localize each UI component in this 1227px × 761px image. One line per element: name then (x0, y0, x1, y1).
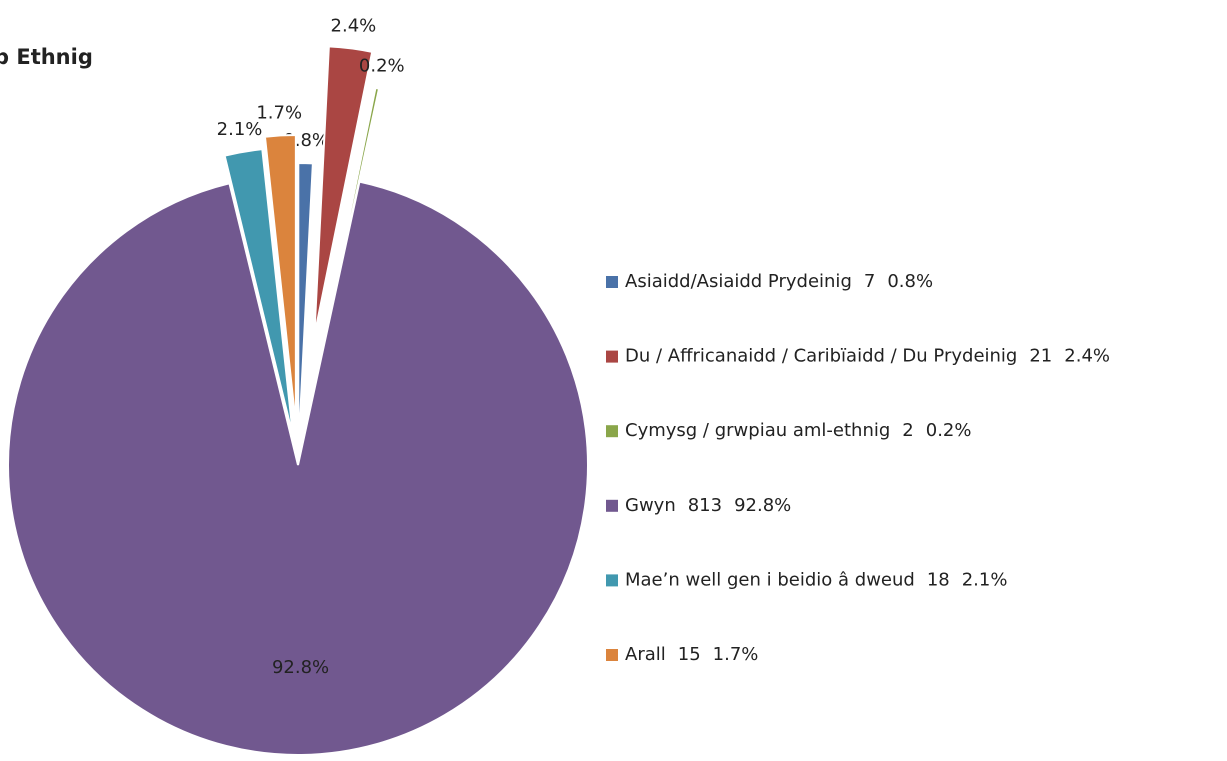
legend-count: 21 (1029, 346, 1052, 367)
legend-count: 2 (902, 420, 913, 441)
legend-count: 813 (688, 495, 722, 516)
pie-slice (263, 134, 297, 426)
legend-percent: 0.2% (926, 420, 972, 441)
legend-percent: 92.8% (734, 495, 791, 516)
chart-title: p Ethnig (0, 45, 93, 69)
data-label: 2.4% (331, 15, 377, 36)
legend-name: Gwyn (625, 495, 676, 516)
legend-name: Arall (625, 644, 666, 665)
legend-name: Du / Affricanaidd / Caribïaidd / Du Pryd… (625, 346, 1017, 367)
legend-swatch (606, 425, 618, 438)
legend-percent: 0.8% (887, 271, 933, 292)
legend-percent: 2.1% (962, 569, 1008, 590)
legend-count: 15 (678, 644, 701, 665)
data-label: 0.2% (359, 56, 405, 77)
legend-entry: Gwyn 813 92.8% (625, 495, 791, 516)
legend-entry: Mae’n well gen i beidio â dweud 18 2.1% (625, 569, 1007, 590)
legend-entry: Arall 15 1.7% (625, 644, 758, 665)
pie-slice (313, 45, 374, 337)
pie-slice (297, 162, 314, 454)
data-label: 1.7% (256, 103, 302, 124)
legend-swatch (606, 574, 618, 587)
legend-percent: 2.4% (1064, 346, 1110, 367)
legend-swatch (606, 649, 618, 661)
legend-swatch (606, 276, 618, 288)
pie-slice (7, 180, 589, 756)
data-label: 92.8% (272, 657, 329, 678)
legend-count: 18 (927, 569, 950, 590)
legend-name: Asiaidd/Asiaidd Prydeinig (625, 271, 852, 292)
legend-percent: 1.7% (713, 644, 759, 665)
legend-count: 7 (864, 271, 875, 292)
legend-name: Mae’n well gen i beidio â dweud (625, 569, 915, 590)
legend-swatch (606, 499, 618, 512)
data-label: 2.1% (217, 119, 263, 140)
legend-entry: Asiaidd/Asiaidd Prydeinig 7 0.8% (625, 271, 933, 292)
legend-entry: Du / Affricanaidd / Caribïaidd / Du Pryd… (625, 346, 1110, 367)
pie-slice (223, 147, 295, 438)
legend-name: Cymysg / grwpiau aml-ethnig (625, 420, 890, 441)
legend-swatch (606, 350, 618, 363)
legend-entry: Cymysg / grwpiau aml-ethnig 2 0.2% (625, 420, 971, 441)
